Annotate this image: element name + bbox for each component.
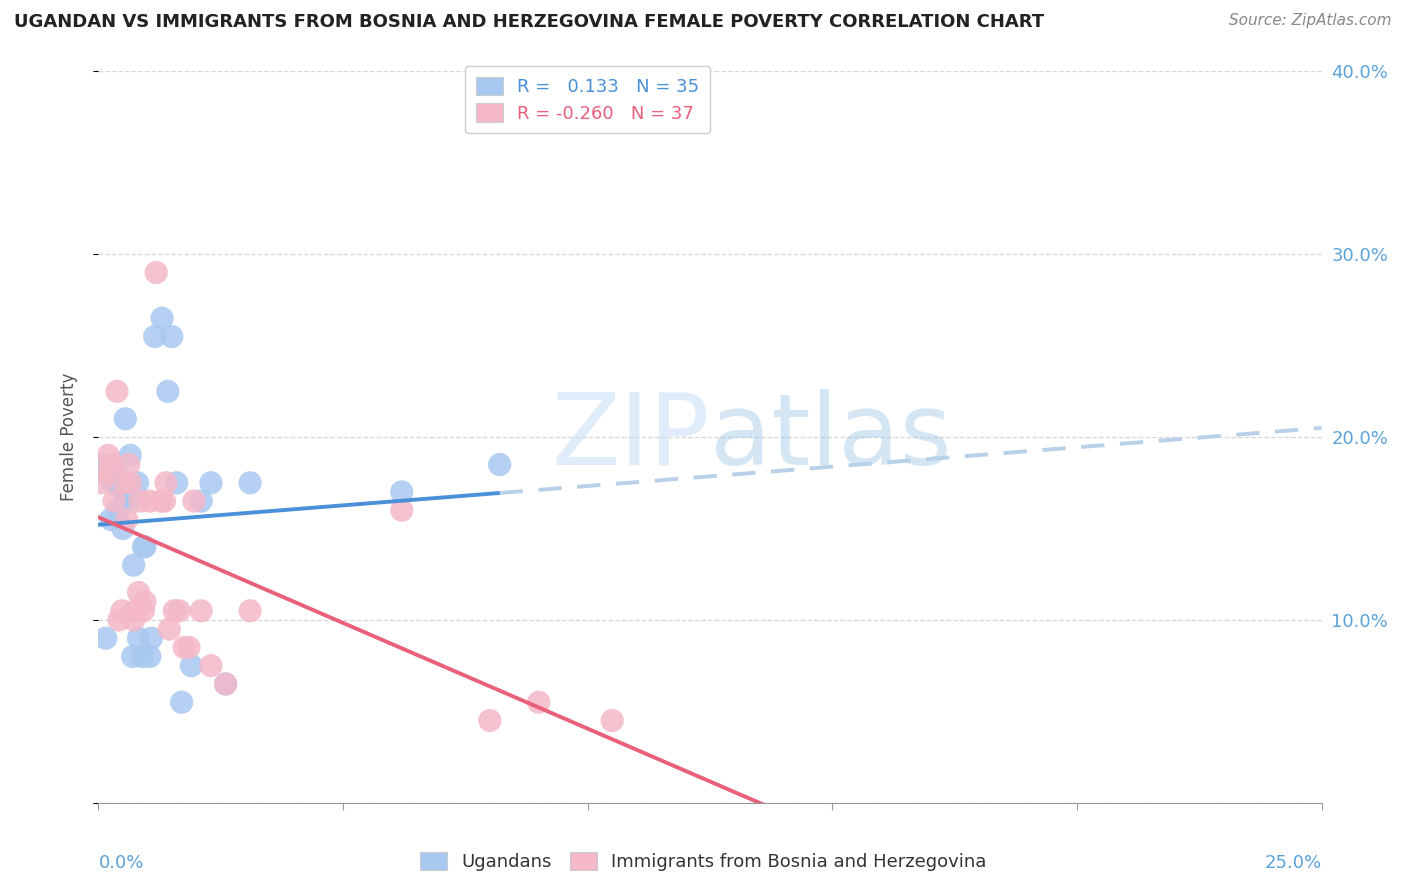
Legend: Ugandans, Immigrants from Bosnia and Herzegovina: Ugandans, Immigrants from Bosnia and Her… [412,845,994,879]
Point [108,613,131,627]
Point [177,640,200,655]
Point [132,604,155,618]
Point [108,475,131,490]
Point [488,458,510,472]
Point [150,494,173,508]
Point [114,412,136,426]
Text: Source: ZipAtlas.com: Source: ZipAtlas.com [1229,13,1392,29]
Point [112,475,135,490]
Point [107,503,129,517]
Point [97,449,120,463]
Point [127,475,149,490]
Point [180,658,202,673]
Point [139,649,162,664]
Text: atlas: atlas [710,389,952,485]
Point [94,632,117,646]
Point [156,384,179,399]
Point [153,494,176,508]
Point [120,475,142,490]
Text: UGANDAN VS IMMIGRANTS FROM BOSNIA AND HERZEGOVINA FEMALE POVERTY CORRELATION CHA: UGANDAN VS IMMIGRANTS FROM BOSNIA AND HE… [14,13,1045,31]
Point [121,649,143,664]
Text: ZIP: ZIP [551,389,710,485]
Point [103,494,125,508]
Point [170,695,193,709]
Point [166,475,188,490]
Point [112,485,135,500]
Point [118,475,141,490]
Point [132,540,155,554]
Point [111,604,134,618]
Point [101,458,124,472]
Legend: R =   0.133   N = 35, R = -0.260   N = 37: R = 0.133 N = 35, R = -0.260 N = 37 [465,66,710,133]
Point [100,512,122,526]
Point [122,613,145,627]
Point [527,695,550,709]
Point [120,449,142,463]
Point [600,714,623,728]
Point [101,475,124,490]
Point [163,604,186,618]
Point [128,585,150,599]
Point [391,503,413,517]
Point [128,632,150,646]
Point [173,640,195,655]
Point [141,632,163,646]
Y-axis label: Female Poverty: Female Poverty [59,373,77,501]
Point [239,604,262,618]
Point [94,467,117,481]
Point [214,677,236,691]
Point [190,494,212,508]
Point [139,494,162,508]
Point [129,494,152,508]
Point [239,475,262,490]
Point [167,604,190,618]
Point [214,677,236,691]
Point [90,475,112,490]
Point [117,494,139,508]
Point [111,521,134,535]
Point [145,266,167,280]
Point [160,329,183,343]
Point [183,494,205,508]
Point [131,649,153,664]
Point [478,714,501,728]
Point [104,467,127,481]
Text: 25.0%: 25.0% [1264,854,1322,872]
Point [143,329,166,343]
Point [134,594,156,608]
Point [155,475,177,490]
Point [391,485,413,500]
Point [124,604,146,618]
Point [105,384,128,399]
Point [90,458,112,472]
Point [115,512,138,526]
Point [150,311,173,326]
Point [157,622,180,636]
Point [134,540,156,554]
Point [190,604,212,618]
Point [200,475,222,490]
Point [122,558,145,573]
Text: 0.0%: 0.0% [98,854,143,872]
Point [118,458,141,472]
Point [200,658,222,673]
